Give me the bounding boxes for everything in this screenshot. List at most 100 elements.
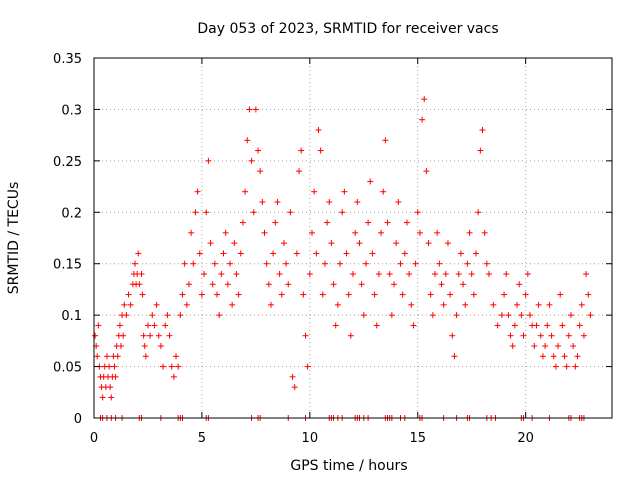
data-point xyxy=(276,271,283,277)
data-point xyxy=(229,301,236,308)
y-tick-label: 0.15 xyxy=(53,258,82,273)
data-point xyxy=(99,394,106,401)
data-point xyxy=(468,271,475,277)
x-tick-label: 0 xyxy=(90,431,98,446)
data-point xyxy=(475,209,482,216)
data-point xyxy=(460,281,467,288)
data-point xyxy=(160,363,167,370)
data-point xyxy=(580,332,587,339)
data-point xyxy=(557,291,564,298)
data-point xyxy=(183,301,190,308)
data-point xyxy=(339,209,346,216)
data-point xyxy=(576,322,583,329)
data-point xyxy=(157,343,164,349)
data-point xyxy=(485,271,492,277)
plot-frame xyxy=(93,57,613,419)
data-point xyxy=(470,291,477,298)
data-point xyxy=(360,312,367,319)
data-point xyxy=(328,240,335,247)
data-point xyxy=(244,137,251,144)
data-point xyxy=(289,373,296,380)
data-point xyxy=(190,260,197,267)
data-point xyxy=(283,260,290,267)
data-point xyxy=(103,353,110,360)
data-point xyxy=(153,301,160,308)
data-point xyxy=(164,312,171,319)
grid-lines xyxy=(94,58,612,418)
data-point xyxy=(477,147,484,154)
data-point xyxy=(399,291,406,298)
data-point xyxy=(308,229,315,236)
data-point xyxy=(293,250,300,257)
data-point xyxy=(181,260,188,267)
data-point xyxy=(108,394,115,401)
data-point xyxy=(375,271,382,277)
chart-title: Day 053 of 2023, SRMTID for receiver vac… xyxy=(197,21,498,37)
data-point xyxy=(252,106,259,113)
x-tick-label: 10 xyxy=(302,431,319,446)
data-point xyxy=(222,229,229,236)
data-point xyxy=(162,322,169,329)
data-point xyxy=(315,127,322,133)
data-point xyxy=(220,250,227,257)
data-point xyxy=(138,271,145,277)
data-point xyxy=(261,229,268,236)
data-point xyxy=(319,291,326,298)
data-point xyxy=(509,343,516,349)
data-point xyxy=(205,157,212,164)
data-point xyxy=(94,353,101,360)
data-point xyxy=(410,322,417,329)
data-point xyxy=(524,271,531,277)
data-point xyxy=(522,291,529,298)
data-point xyxy=(354,199,361,205)
data-point xyxy=(449,332,456,339)
data-point xyxy=(218,271,225,277)
data-point xyxy=(350,271,356,277)
data-point xyxy=(278,291,285,298)
data-point xyxy=(535,301,542,308)
data-point xyxy=(457,250,464,257)
data-point xyxy=(274,199,281,205)
data-points xyxy=(92,96,594,421)
data-point xyxy=(578,301,585,308)
data-point xyxy=(563,363,570,370)
data-point xyxy=(179,291,186,298)
data-point xyxy=(378,229,385,236)
data-point xyxy=(140,332,147,339)
data-point xyxy=(490,301,497,308)
data-point xyxy=(498,312,505,319)
data-point xyxy=(237,250,244,257)
data-point xyxy=(142,353,149,360)
data-point xyxy=(462,301,469,308)
data-point xyxy=(570,343,577,349)
data-point xyxy=(324,219,331,226)
data-point xyxy=(198,291,205,298)
data-point xyxy=(272,219,279,226)
data-point xyxy=(425,240,432,247)
data-point xyxy=(117,343,124,349)
data-point xyxy=(334,301,341,308)
data-point xyxy=(127,301,134,308)
data-point xyxy=(235,291,242,298)
data-point xyxy=(572,363,579,370)
data-point xyxy=(259,199,266,205)
data-point xyxy=(132,260,139,267)
data-point xyxy=(455,271,462,277)
data-point xyxy=(209,281,216,288)
data-point xyxy=(516,281,523,288)
x-tick-label: 20 xyxy=(517,431,534,446)
data-point xyxy=(565,332,572,339)
data-point xyxy=(141,343,148,349)
data-point xyxy=(135,250,142,257)
data-point xyxy=(196,250,203,257)
data-point xyxy=(242,188,249,195)
data-point xyxy=(317,147,324,154)
data-point xyxy=(201,271,208,277)
data-point xyxy=(125,291,132,298)
data-point xyxy=(321,260,328,267)
data-point xyxy=(291,384,298,391)
data-point xyxy=(231,240,238,247)
data-point xyxy=(239,219,246,226)
data-point xyxy=(155,332,162,339)
data-point xyxy=(337,260,344,267)
